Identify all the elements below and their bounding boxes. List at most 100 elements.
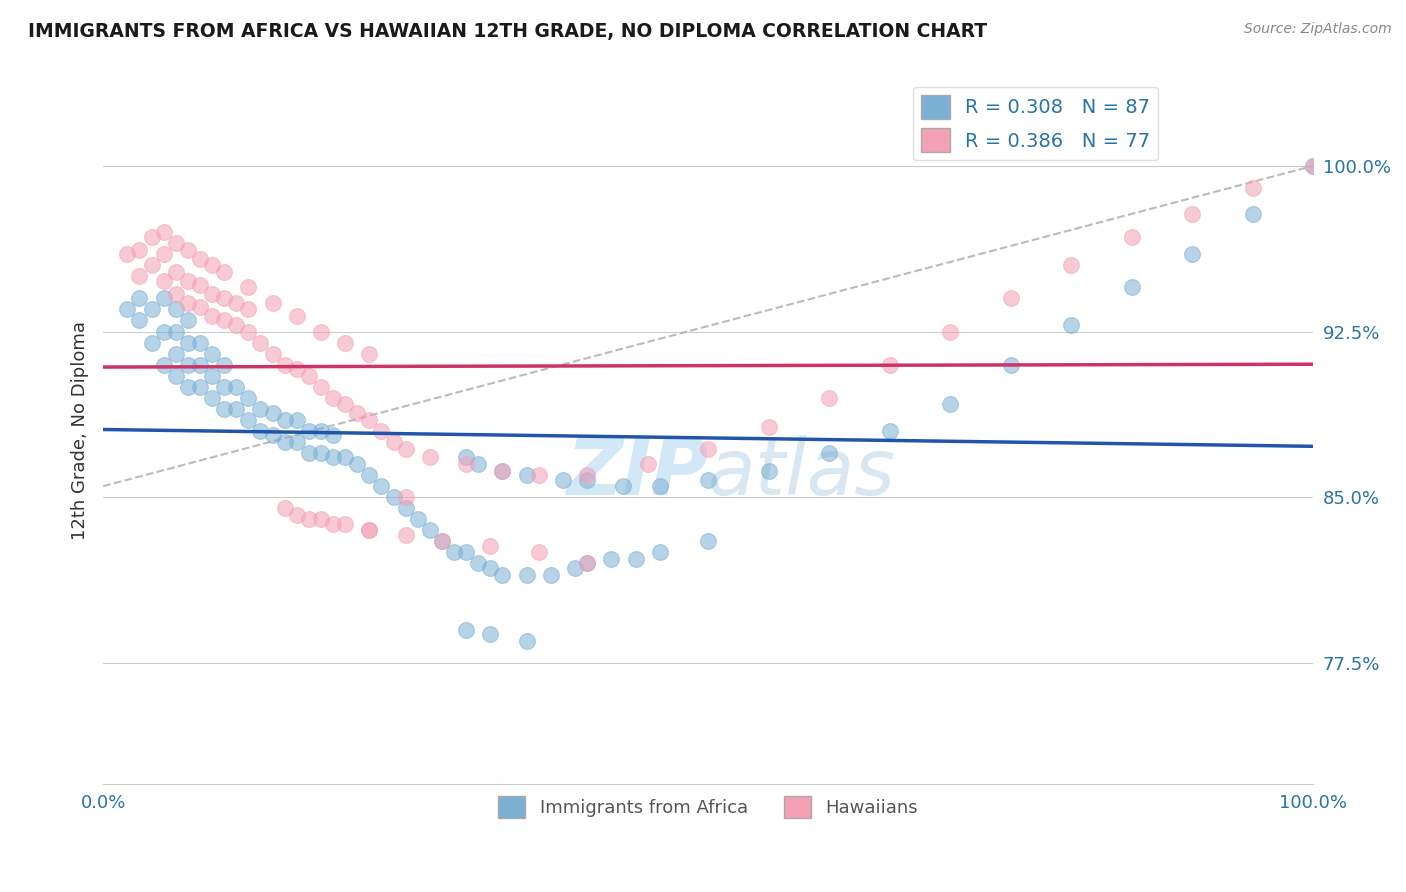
Point bbox=[527, 545, 550, 559]
Point bbox=[382, 490, 405, 504]
Point bbox=[818, 391, 841, 405]
Point bbox=[128, 313, 150, 327]
Point bbox=[165, 368, 187, 383]
Point bbox=[637, 457, 659, 471]
Point bbox=[152, 358, 174, 372]
Point bbox=[395, 490, 418, 504]
Point bbox=[249, 335, 271, 350]
Point bbox=[1121, 229, 1143, 244]
Point bbox=[188, 300, 211, 314]
Point bbox=[322, 428, 344, 442]
Point bbox=[273, 501, 295, 516]
Point bbox=[128, 292, 150, 306]
Point bbox=[298, 368, 321, 383]
Point bbox=[177, 295, 200, 310]
Point bbox=[285, 413, 308, 427]
Point bbox=[551, 473, 574, 487]
Point bbox=[322, 391, 344, 405]
Point bbox=[516, 468, 538, 483]
Point bbox=[818, 446, 841, 460]
Point bbox=[939, 397, 962, 411]
Point bbox=[516, 633, 538, 648]
Point bbox=[298, 424, 321, 438]
Point bbox=[540, 567, 562, 582]
Point bbox=[309, 446, 332, 460]
Point bbox=[212, 265, 235, 279]
Point bbox=[177, 243, 200, 257]
Point bbox=[467, 557, 489, 571]
Point bbox=[322, 450, 344, 465]
Point bbox=[406, 512, 429, 526]
Point bbox=[152, 292, 174, 306]
Point bbox=[479, 627, 502, 641]
Point bbox=[298, 512, 321, 526]
Point bbox=[456, 623, 478, 637]
Point bbox=[165, 236, 187, 251]
Point bbox=[430, 534, 453, 549]
Point bbox=[333, 397, 356, 411]
Point bbox=[177, 380, 200, 394]
Point bbox=[612, 479, 634, 493]
Point bbox=[1302, 159, 1324, 173]
Point bbox=[273, 413, 295, 427]
Point bbox=[430, 534, 453, 549]
Point bbox=[141, 258, 163, 272]
Point bbox=[1181, 207, 1204, 221]
Point bbox=[225, 380, 247, 394]
Point bbox=[527, 468, 550, 483]
Point bbox=[188, 335, 211, 350]
Point bbox=[382, 434, 405, 449]
Point bbox=[188, 358, 211, 372]
Point bbox=[1181, 247, 1204, 261]
Point bbox=[152, 247, 174, 261]
Point bbox=[443, 545, 465, 559]
Point bbox=[152, 325, 174, 339]
Point bbox=[697, 534, 720, 549]
Point bbox=[238, 325, 260, 339]
Point bbox=[576, 468, 599, 483]
Point bbox=[152, 225, 174, 239]
Point bbox=[758, 464, 780, 478]
Point bbox=[238, 391, 260, 405]
Point bbox=[128, 269, 150, 284]
Point bbox=[1241, 207, 1264, 221]
Point bbox=[1302, 159, 1324, 173]
Point bbox=[225, 401, 247, 416]
Point bbox=[648, 545, 671, 559]
Point bbox=[600, 552, 623, 566]
Point bbox=[491, 464, 513, 478]
Point bbox=[395, 528, 418, 542]
Point bbox=[212, 401, 235, 416]
Text: IMMIGRANTS FROM AFRICA VS HAWAIIAN 12TH GRADE, NO DIPLOMA CORRELATION CHART: IMMIGRANTS FROM AFRICA VS HAWAIIAN 12TH … bbox=[28, 22, 987, 41]
Point bbox=[285, 508, 308, 522]
Point bbox=[419, 524, 441, 538]
Point bbox=[273, 434, 295, 449]
Point bbox=[1241, 181, 1264, 195]
Point bbox=[395, 501, 418, 516]
Point bbox=[285, 362, 308, 376]
Point bbox=[939, 325, 962, 339]
Point bbox=[333, 335, 356, 350]
Point bbox=[1060, 258, 1083, 272]
Point bbox=[262, 295, 284, 310]
Point bbox=[322, 516, 344, 531]
Point bbox=[201, 368, 224, 383]
Point bbox=[624, 552, 647, 566]
Point bbox=[564, 561, 586, 575]
Point bbox=[576, 557, 599, 571]
Point bbox=[758, 419, 780, 434]
Point bbox=[165, 265, 187, 279]
Point bbox=[697, 473, 720, 487]
Point bbox=[359, 524, 381, 538]
Point bbox=[879, 424, 901, 438]
Point bbox=[456, 450, 478, 465]
Point bbox=[273, 358, 295, 372]
Point bbox=[370, 479, 392, 493]
Point bbox=[576, 473, 599, 487]
Point bbox=[152, 274, 174, 288]
Point bbox=[395, 442, 418, 456]
Point bbox=[117, 247, 139, 261]
Point bbox=[177, 274, 200, 288]
Point bbox=[188, 278, 211, 293]
Point bbox=[309, 325, 332, 339]
